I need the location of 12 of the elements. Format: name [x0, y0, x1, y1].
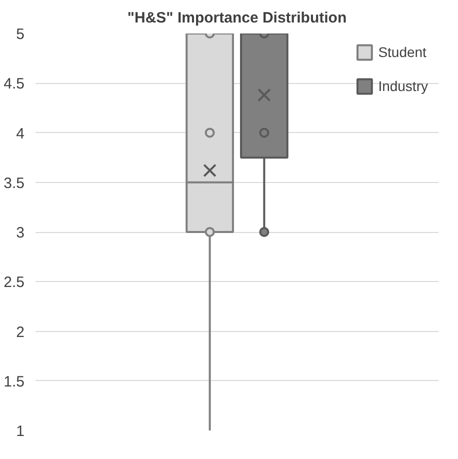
y-tick-label: 2: [16, 324, 24, 341]
chart-title: "H&S" Importance Distribution: [127, 10, 347, 26]
y-tick-label: 4.5: [4, 76, 25, 93]
legend-label: Student: [378, 44, 426, 60]
legend-label: Industry: [378, 78, 428, 94]
y-tick-label: 1.5: [4, 373, 25, 390]
y-tick-label: 5: [16, 26, 24, 43]
y-tick-label: 3: [16, 224, 24, 242]
y-tick-label: 3.5: [4, 174, 25, 192]
y-tick-label: 2.5: [4, 274, 25, 292]
y-tick-label: 1: [16, 423, 24, 440]
y-tick-label: 4: [16, 125, 24, 142]
